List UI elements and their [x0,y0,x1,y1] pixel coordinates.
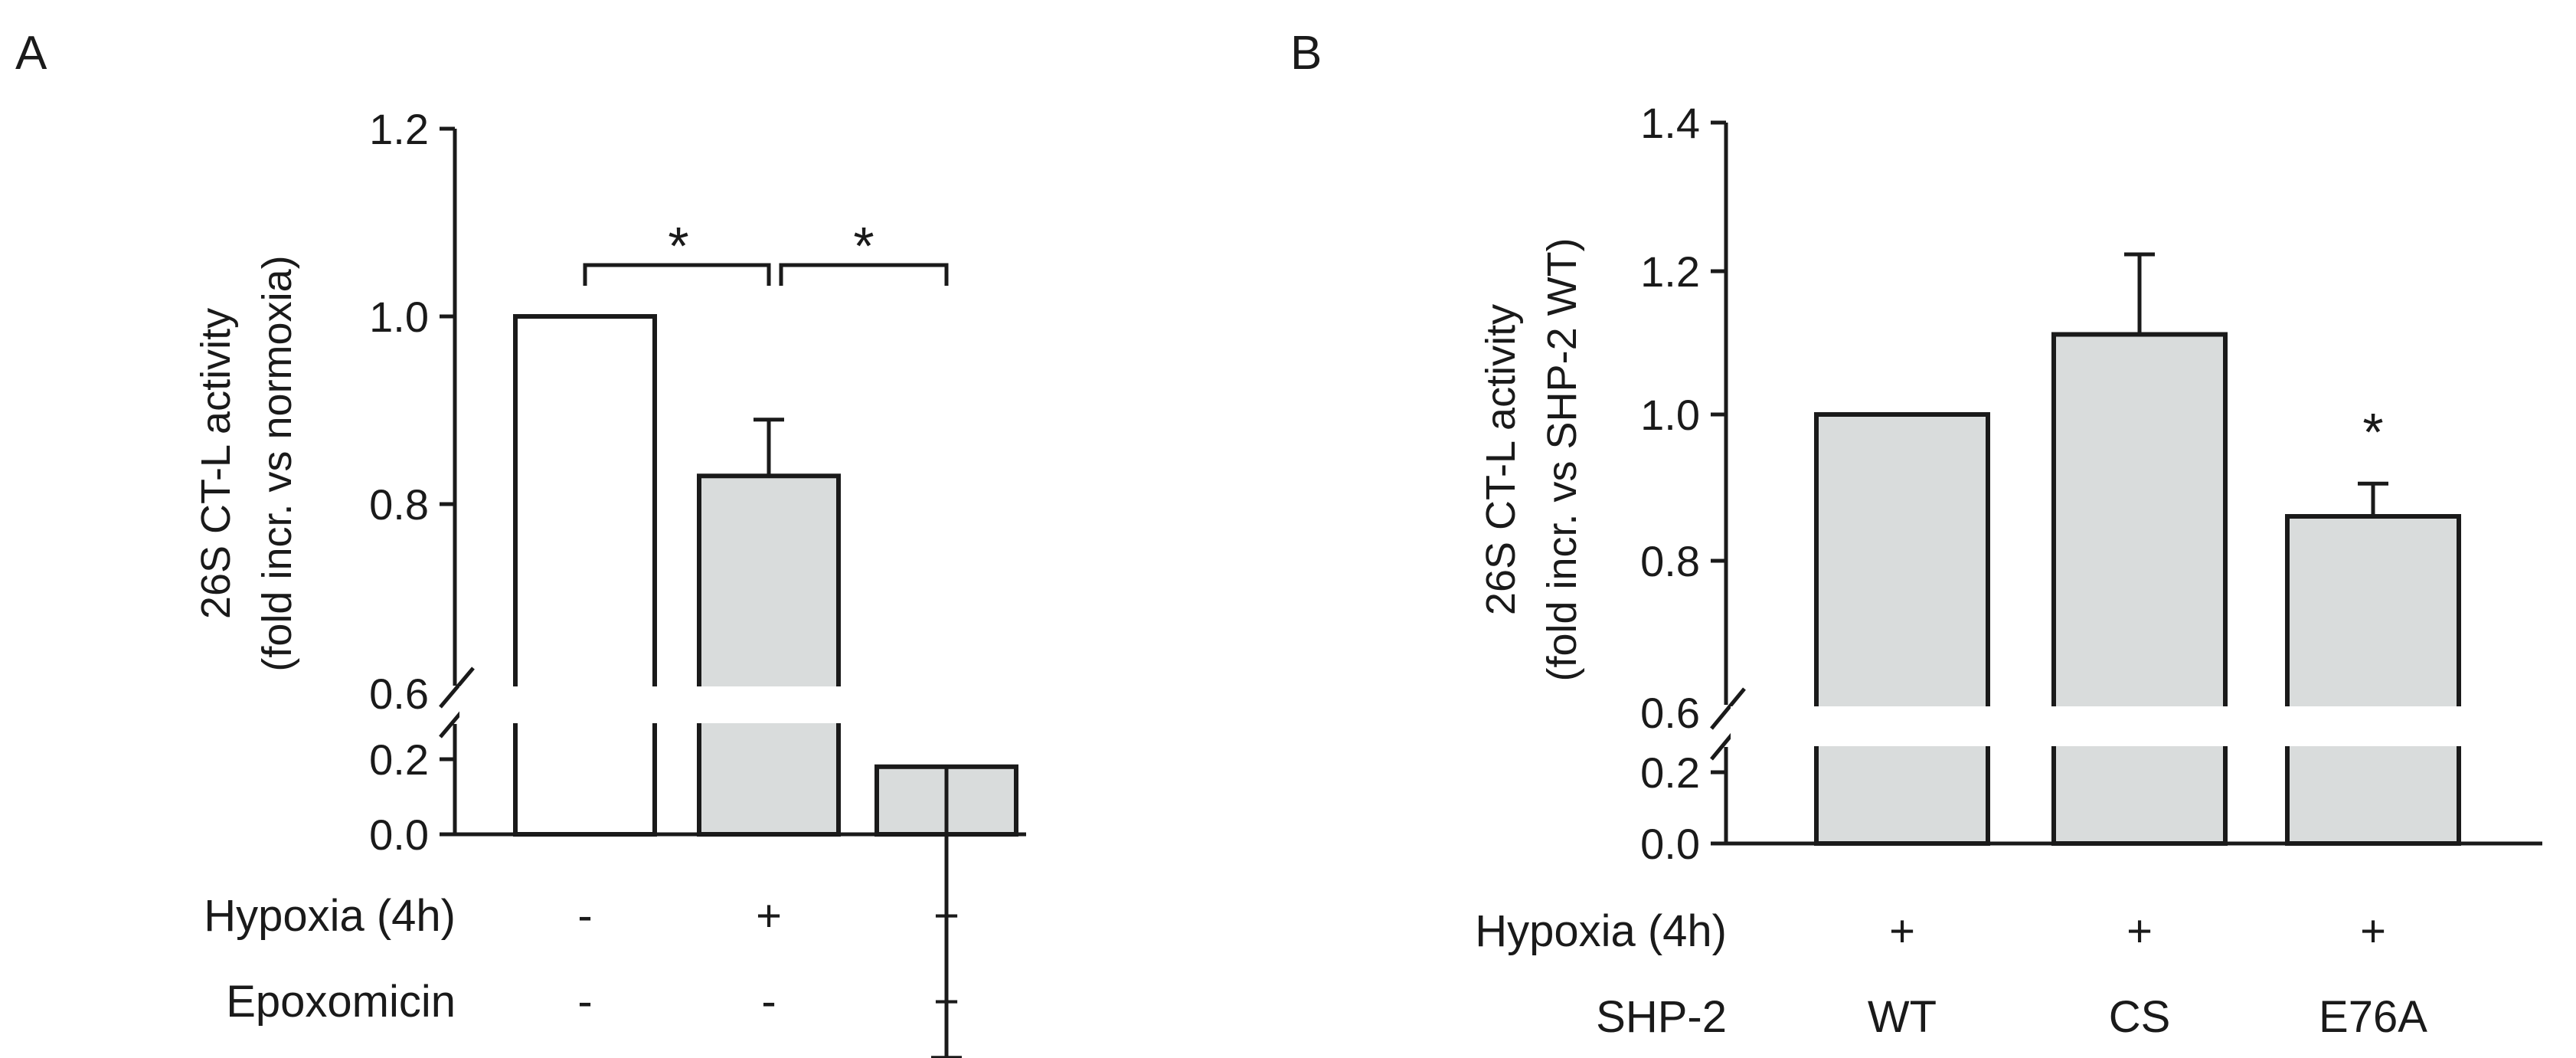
panel-b-bar-wt [1814,412,1990,846]
panel-a-condition-value: + [933,891,959,941]
panel-b-ytick-label: 1.4 [1640,99,1700,147]
panel-b-ytick-label: 1.2 [1640,247,1700,296]
panel-a: A 26S CT-L activity (fold incr. vs normo… [15,27,1026,1058]
panel-a-condition-value: - [577,977,592,1027]
panel-a-ytick-label: 0.6 [369,670,429,718]
panel-a-ytick-label: 0.0 [369,811,429,859]
panel-b-condition-hypoxia-label: Hypoxia (4h) [1475,906,1727,956]
panel-a-significance-bracket-2 [779,263,949,286]
panel-b-condition-shp2-label: SHP-2 [1596,992,1727,1042]
panel-b-label: B [1290,27,1322,80]
panel-a-ytick-label: 0.8 [369,480,429,529]
panel-a-axis-break-gap [459,686,1026,723]
panel-b-condition-value: + [1889,906,1915,956]
panel-a-break-mark-top [439,667,475,709]
panel-b-ytick-label: 0.2 [1640,748,1700,797]
panel-a-bar-hypoxia [697,473,841,837]
panel-a-ylabel-2: (fold incr. vs normoxia) [254,255,300,671]
panel-b-break-mark-top [1710,687,1746,730]
panel-a-ytick-label: 0.2 [369,735,429,784]
panel-b: B 26S CT-L activity (fold incr. vs SHP-2… [1290,27,2542,1042]
panel-a-condition-hypoxia-label: Hypoxia (4h) [204,891,456,941]
panel-b-bar-cs [2051,332,2228,846]
panel-a-significance-star-1: * [668,216,688,276]
panel-b-condition-value: CS [2109,992,2171,1042]
panel-b-condition-value: + [2127,906,2153,956]
panel-b-ytick-label: 0.6 [1640,689,1700,737]
panel-a-ytick-label: 1.0 [369,293,429,341]
panel-b-axis-break-gap [1731,706,2542,746]
panel-a-ytick-label: 1.2 [369,105,429,153]
panel-b-ytick-label: 0.0 [1640,820,1700,868]
panel-b-bar-e76a [2285,514,2461,846]
panel-a-ylabel-1: 26S CT-L activity [193,308,239,619]
panel-a-condition-epoxomicin-label: Epoxomicin [226,977,456,1027]
panel-b-condition-value: WT [1868,992,1937,1042]
panel-b-condition-value: E76A [2319,992,2427,1042]
panel-b-ytick-label: 0.8 [1640,537,1700,585]
panel-b-ytick-label: 1.0 [1640,391,1700,439]
panel-b-ylabel-1: 26S CT-L activity [1478,304,1524,615]
panel-b-condition-value: + [2360,906,2386,956]
panel-a-bar-normoxia [513,314,657,837]
panel-b-significance-star: * [2362,402,2383,462]
panel-a-significance-bracket-1 [583,263,771,286]
panel-a-condition-value: + [933,977,959,1027]
panel-a-significance-star-2: * [853,216,874,276]
panel-a-label: A [15,27,47,80]
panel-a-condition-value: - [761,977,776,1027]
panel-a-condition-value: - [577,891,592,941]
panel-a-condition-value: + [756,891,782,941]
panel-b-ylabel-2: (fold incr. vs SHP-2 WT) [1539,237,1585,681]
